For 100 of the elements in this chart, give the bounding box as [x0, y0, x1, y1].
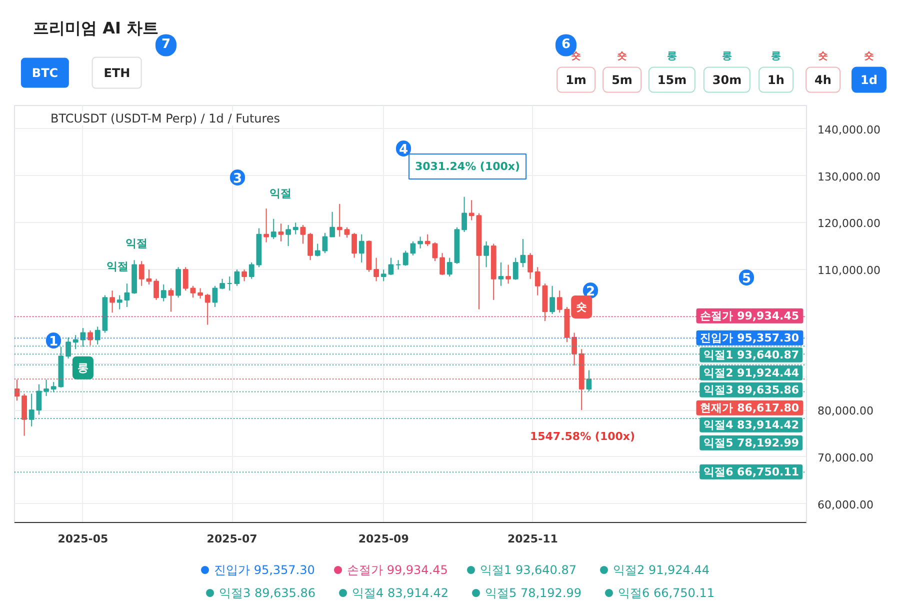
- candlestick: [484, 240, 489, 268]
- ref-line-label: 익절1 93,640.87: [700, 348, 803, 363]
- candlestick: [410, 240, 416, 256]
- candlestick: [146, 268, 152, 285]
- annotation: 1: [48, 334, 58, 350]
- candlestick: [534, 266, 540, 296]
- chart-title: 프리미엄 AI 차트: [33, 18, 158, 38]
- candlestick: [220, 278, 225, 290]
- candlestick: [168, 288, 174, 312]
- candlestick: [322, 232, 328, 254]
- ref-line-label: 손절가 99,934.45: [696, 308, 803, 324]
- text: 롱: [667, 51, 677, 63]
- text: 익절2 91,924.44: [704, 366, 799, 380]
- annotation: 2: [586, 284, 596, 300]
- x-tick-label: 2025-05: [58, 532, 108, 546]
- y-tick-label: 80,000.00: [818, 404, 874, 418]
- legend-label: 익절4 83,914.42: [352, 586, 449, 600]
- candlestick: [498, 262, 504, 286]
- x-tick-label: 2025-07: [206, 532, 258, 546]
- text: ETH: [92, 56, 142, 90]
- annotation: 롱: [77, 361, 88, 374]
- candlestick: [116, 294, 122, 310]
- y-tick-label: 110,000.00: [818, 264, 880, 277]
- y-tick-label: 130,000.00: [818, 170, 880, 184]
- candlestick: [556, 290, 562, 314]
- text: 15m: [648, 66, 696, 94]
- candlestick: [462, 196, 467, 233]
- candlestick: [314, 243, 320, 257]
- text: 익절4 83,914.42: [704, 418, 799, 432]
- annotation: 5: [742, 272, 752, 286]
- candlestick: [336, 203, 342, 238]
- y-tick-label: 120,000.00: [818, 217, 880, 230]
- candlestick: [358, 234, 364, 263]
- candlestick: [286, 224, 291, 247]
- candlestick: [528, 252, 533, 280]
- text: 4h: [806, 66, 840, 94]
- candlestick: [88, 330, 93, 346]
- candlestick: [468, 200, 474, 221]
- candlestick: [110, 290, 115, 314]
- candlestick: [160, 284, 166, 302]
- annotation: 3031.24% (100x): [414, 160, 520, 173]
- candlestick: [14, 379, 20, 402]
- text: 익절3 89,635.86: [704, 384, 799, 397]
- candlestick: [446, 257, 452, 278]
- text: 1m: [556, 66, 596, 94]
- text: 익절1 93,640.87: [480, 562, 577, 577]
- candlestick: [344, 226, 350, 238]
- text: 손절가 99,934.45: [347, 562, 448, 577]
- candlestick: [402, 250, 408, 266]
- text: 숏: [617, 51, 627, 63]
- annotation: 익절: [270, 187, 292, 200]
- y-tick-label: 140,000.00: [818, 123, 880, 136]
- y-tick-label: 60,000.00: [818, 498, 874, 512]
- candlestick: [198, 288, 203, 300]
- x-tick-label: 2025-11: [507, 532, 558, 546]
- candlestick: [506, 264, 511, 284]
- text: 5m: [602, 66, 642, 94]
- candlestick: [300, 224, 306, 244]
- candlestick: [234, 268, 240, 286]
- annotation: 익절: [126, 237, 148, 250]
- annotation: 1547.58% (100x): [530, 430, 636, 443]
- text: 숏: [864, 51, 874, 63]
- candlestick: [138, 260, 144, 286]
- legend-label: 익절2 91,924.44: [613, 562, 710, 578]
- annotation: 익절: [106, 260, 128, 273]
- text: 6: [561, 37, 571, 52]
- candlestick: [22, 393, 27, 436]
- candlestick: [418, 236, 423, 249]
- candlestick: [242, 268, 247, 282]
- candlestick: [124, 283, 130, 308]
- candlestick: [154, 278, 159, 300]
- candlestick: [512, 257, 518, 280]
- candlestick: [520, 238, 526, 268]
- annotation: 3: [232, 172, 242, 186]
- annotation: 숏: [576, 300, 588, 314]
- text: 롱: [771, 51, 781, 63]
- text: 1d: [852, 66, 886, 94]
- text: 익절5 78,192.99: [704, 436, 799, 450]
- candlestick: [292, 222, 298, 235]
- text: BTCUSDT (USDT-M Perp) / 1d / Futures: [50, 112, 280, 126]
- candlestick: [204, 293, 210, 326]
- ref-line-label: 현재가 86,617.80: [696, 400, 803, 416]
- candlestick: [270, 218, 276, 240]
- text: 진입가 95,357.30: [214, 562, 315, 577]
- candlestick: [308, 232, 313, 261]
- candlestick: [212, 285, 218, 308]
- x-tick-label: 2025-09: [358, 532, 409, 546]
- candlestick: [550, 285, 555, 314]
- candlestick: [264, 208, 269, 243]
- ref-line-label: 익절6 66,750.11: [700, 464, 803, 480]
- candlestick: [330, 211, 335, 238]
- candlestick: [94, 326, 100, 345]
- text: 숏: [571, 51, 581, 63]
- ref-line-label: 진입가 95,357.30: [696, 330, 803, 346]
- text: 롱: [722, 51, 732, 63]
- text: 7: [161, 37, 171, 52]
- legend-label: 익절5 78,192.99: [485, 586, 582, 600]
- candlestick: [374, 257, 379, 282]
- text: 익절6 66,750.11: [618, 586, 715, 600]
- candlestick: [352, 232, 357, 258]
